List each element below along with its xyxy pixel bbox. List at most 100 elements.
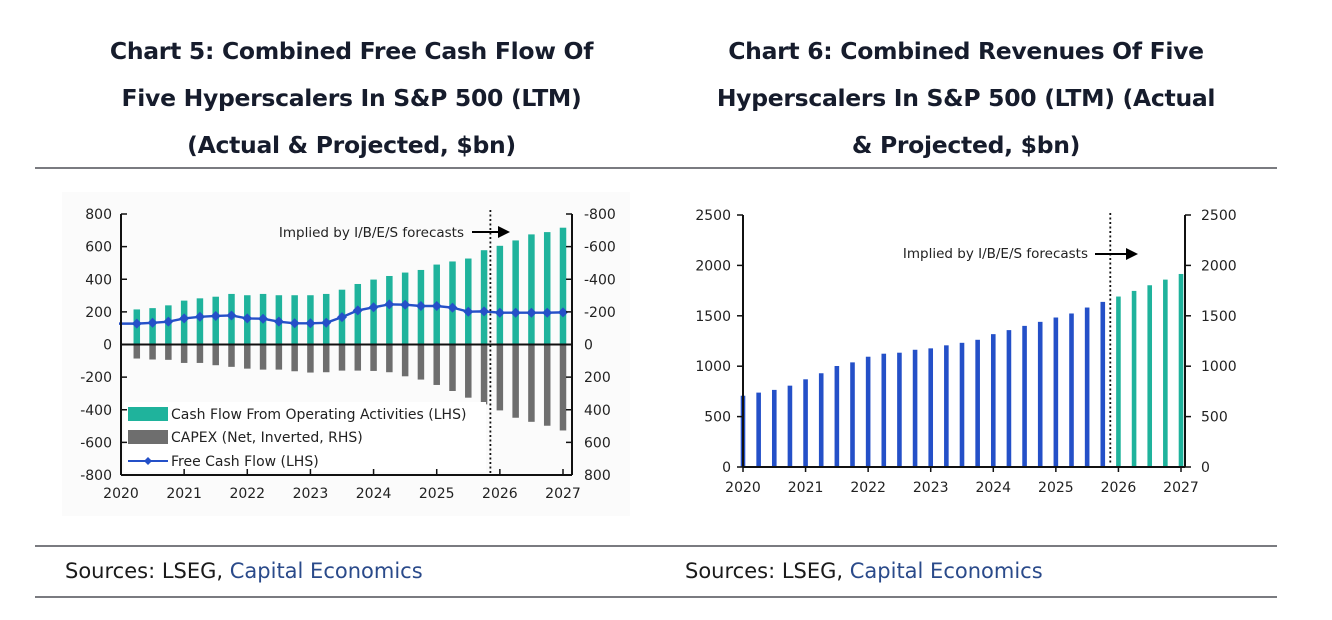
x-tick-label: 2020 [725, 480, 761, 496]
cfo-bar [528, 234, 535, 345]
x-tick-label: 2027 [545, 486, 581, 502]
capex-bar [259, 344, 267, 370]
left-tick-label: 2500 [695, 208, 731, 224]
revenue-actual-bar [818, 373, 824, 467]
x-tick-label: 2022 [229, 486, 265, 502]
chart-6-title-line-1: Chart 6: Combined Revenues Of Five [728, 37, 1204, 65]
capex-bar [401, 344, 409, 377]
fcf-marker [558, 307, 568, 318]
left-tick-label: -200 [80, 370, 112, 386]
revenue-actual-bar [1084, 307, 1090, 467]
fcf-marker [242, 313, 253, 324]
capex-bar [196, 344, 204, 363]
capex-bar [370, 344, 377, 371]
legend-swatch [128, 407, 168, 421]
capex-bar [307, 344, 314, 373]
right-tick-label: 0 [584, 338, 593, 354]
fcf-marker [226, 310, 237, 321]
capex-bar [228, 344, 235, 367]
right-tick-label: 500 [1201, 410, 1228, 426]
fcf-marker [368, 302, 379, 313]
revenue-actual-bar [1100, 301, 1106, 467]
revenue-projected-bar [1178, 273, 1184, 467]
fcf-marker [131, 318, 142, 329]
revenue-actual-bar [912, 349, 918, 467]
capex-bar [528, 344, 535, 422]
legend-marker [144, 457, 152, 465]
revenue-actual-bar [975, 339, 980, 467]
revenue-actual-bar [928, 348, 934, 467]
fcf-marker [479, 306, 490, 317]
chart-5-sources-bottom-divider [35, 596, 668, 598]
chart-6-title: Chart 6: Combined Revenues Of Five Hyper… [655, 28, 1277, 169]
revenue-actual-bar [771, 389, 777, 467]
revenue-actual-bar [756, 392, 761, 467]
chart-5-sources-prefix: Sources: LSEG, [65, 559, 230, 583]
left-tick-label: 2000 [695, 258, 731, 274]
fcf-marker [431, 301, 442, 312]
fcf-marker [163, 316, 174, 327]
left-tick-label: -600 [80, 435, 112, 451]
left-tick-label: 200 [85, 305, 112, 321]
legend-label: Free Cash Flow (LHS) [171, 454, 319, 470]
capex-bar [322, 344, 330, 373]
right-tick-label: -400 [584, 272, 616, 288]
left-tick-label: 0 [722, 460, 731, 476]
revenue-actual-bar [1053, 317, 1059, 467]
chart-5-sources-link[interactable]: Capital Economics [229, 559, 423, 583]
revenue-actual-bar [1069, 313, 1074, 467]
capex-bar [386, 344, 393, 373]
right-tick-label: 1500 [1201, 309, 1237, 325]
x-tick-label: 2026 [482, 486, 518, 502]
capex-bar [354, 344, 362, 371]
left-tick-label: -400 [80, 403, 112, 419]
legend-label: Cash Flow From Operating Activities (LHS… [171, 407, 466, 423]
right-tick-label: 2000 [1201, 258, 1237, 274]
fcf-marker [305, 318, 316, 329]
left-tick-label: 800 [85, 207, 112, 223]
revenue-actual-bar [803, 379, 808, 467]
chart-6-sources-top-divider [655, 545, 1277, 547]
capex-bar [180, 344, 188, 363]
revenue-projected-bar [1131, 290, 1137, 467]
revenue-projected-bar [1163, 279, 1168, 467]
x-tick-label: 2023 [293, 486, 329, 502]
fcf-marker [179, 313, 190, 324]
revenue-actual-bar [959, 342, 965, 467]
chart-5-sources-top-divider [35, 545, 668, 547]
capex-bar [417, 344, 425, 380]
left-tick-label: 1500 [695, 309, 731, 325]
fcf-marker [147, 317, 158, 328]
right-tick-label: -200 [584, 305, 616, 321]
revenue-projected-bar [1147, 285, 1153, 467]
fcf-marker [463, 306, 474, 317]
chart-6-sources-link[interactable]: Capital Economics [849, 559, 1043, 583]
capex-bar [149, 344, 156, 360]
capex-bar [480, 344, 488, 405]
capex-bar [449, 344, 456, 391]
x-tick-label: 2025 [1038, 480, 1074, 496]
chart-5-title-line-1: Chart 5: Combined Free Cash Flow Of [109, 37, 594, 65]
right-tick-label: 0 [1201, 460, 1210, 476]
fcf-marker [194, 311, 205, 322]
chart-5-title: Chart 5: Combined Free Cash Flow Of Five… [35, 28, 668, 169]
left-tick-label: 1000 [695, 359, 731, 375]
x-tick-label: 2021 [788, 480, 824, 496]
capex-bar [433, 344, 440, 385]
right-tick-label: 1000 [1201, 359, 1237, 375]
fcf-marker [352, 305, 363, 316]
cfo-bar [559, 227, 567, 345]
fcf-marker [447, 302, 458, 313]
legend-swatch [128, 430, 168, 444]
x-tick-label: 2022 [850, 480, 886, 496]
cfo-bar [512, 240, 519, 345]
cfo-bar [465, 258, 472, 345]
capex-bar [165, 344, 172, 360]
right-tick-label: -800 [584, 207, 616, 223]
revenue-actual-bar [897, 352, 902, 467]
left-tick-label: 0 [103, 338, 112, 354]
x-tick-label: 2021 [166, 486, 202, 502]
chart-6-top-divider [655, 167, 1277, 169]
fcf-marker [258, 313, 269, 324]
